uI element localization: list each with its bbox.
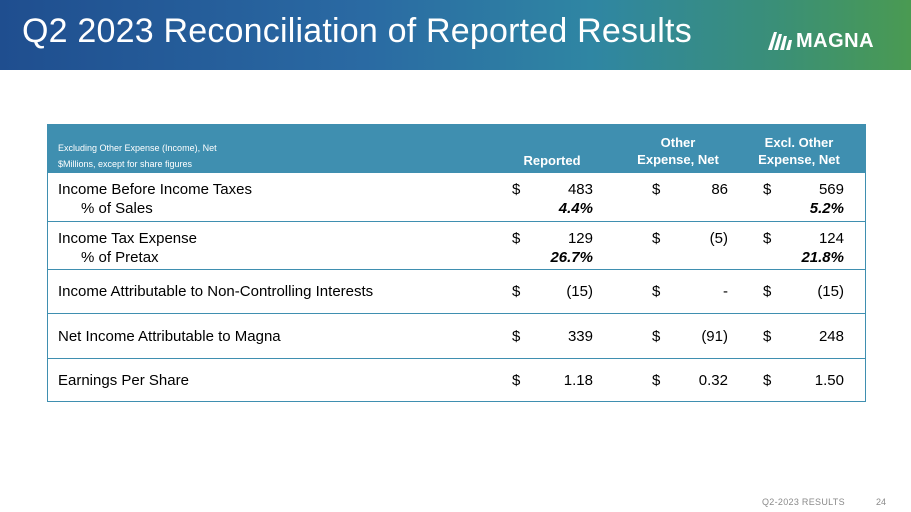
currency-symbol: $	[512, 372, 521, 389]
excl-value: 569	[818, 181, 844, 198]
column-header-line: Expense, Net	[758, 152, 840, 167]
table-caption: Excluding Other Expense (Income), Net	[58, 143, 217, 153]
other-expense-value: (91)	[701, 328, 728, 345]
table-row: Income Tax Expense $ 129 $ (5) $ 124 % o…	[48, 221, 865, 269]
row-label: Net Income Attributable to Magna	[58, 328, 281, 345]
column-header-line: Expense, Net	[637, 152, 719, 167]
currency-symbol: $	[652, 283, 661, 300]
excl-value: 1.50	[814, 372, 844, 389]
column-header-excl-other-expense: Excl. Other Expense, Net	[744, 134, 854, 168]
magna-logo: MAGNA	[768, 30, 874, 52]
excl-value: 248	[818, 328, 844, 345]
currency-symbol: $	[652, 372, 661, 389]
reconciliation-table: Excluding Other Expense (Income), Net $M…	[47, 124, 866, 402]
other-expense-value: (5)	[709, 230, 728, 247]
row-sub-label: % of Sales	[81, 200, 153, 217]
reported-value: 129	[567, 230, 593, 247]
currency-symbol: $	[512, 181, 521, 198]
currency-symbol: $	[512, 230, 521, 247]
excl-percent: 5.2%	[809, 200, 844, 217]
currency-symbol: $	[512, 328, 521, 345]
column-header-other-expense: Other Expense, Net	[623, 134, 733, 168]
row-label: Earnings Per Share	[58, 372, 189, 389]
title-banner: Q2 2023 Reconciliation of Reported Resul…	[0, 0, 911, 70]
currency-symbol: $	[763, 372, 772, 389]
reported-value: 339	[567, 328, 593, 345]
currency-symbol: $	[763, 230, 772, 247]
reported-value: 1.18	[563, 372, 593, 389]
page-number: 24	[876, 497, 887, 507]
currency-symbol: $	[763, 283, 772, 300]
other-expense-value: 0.32	[698, 372, 728, 389]
excl-value: 124	[818, 230, 844, 247]
currency-symbol: $	[763, 328, 772, 345]
table-row: Earnings Per Share $ 1.18 $ 0.32 $ 1.50	[48, 358, 865, 401]
other-expense-value: -	[723, 283, 728, 300]
logo-wordmark: MAGNA	[796, 29, 875, 52]
row-label: Income Tax Expense	[58, 230, 197, 247]
reported-value: 483	[567, 181, 593, 198]
slide-footer: Q2-2023 RESULTS 24	[0, 496, 911, 512]
currency-symbol: $	[652, 328, 661, 345]
excl-percent: 21.8%	[801, 249, 844, 266]
footer-label: Q2-2023 RESULTS	[762, 497, 845, 507]
table-row: Income Attributable to Non-Controlling I…	[48, 269, 865, 313]
table-row: Income Before Income Taxes $ 483 $ 86 $ …	[48, 173, 865, 221]
currency-symbol: $	[763, 181, 772, 198]
currency-symbol: $	[652, 181, 661, 198]
reported-value: (15)	[566, 283, 593, 300]
table-row: Net Income Attributable to Magna $ 339 $…	[48, 313, 865, 358]
magna-logo-icon	[768, 32, 792, 50]
currency-symbol: $	[512, 283, 521, 300]
table-units-note: $Millions, except for share figures	[58, 159, 193, 169]
row-label: Income Before Income Taxes	[58, 181, 252, 198]
row-label: Income Attributable to Non-Controlling I…	[58, 283, 374, 300]
column-header-line: Other	[660, 135, 696, 150]
table-header: Excluding Other Expense (Income), Net $M…	[48, 125, 865, 173]
page-title: Q2 2023 Reconciliation of Reported Resul…	[22, 12, 692, 50]
reported-percent: 26.7%	[550, 249, 593, 266]
row-sub-label: % of Pretax	[81, 249, 159, 266]
column-header-line: Excl. Other	[764, 135, 834, 150]
column-header-reported: Reported	[523, 153, 581, 168]
currency-symbol: $	[652, 230, 661, 247]
other-expense-value: 86	[711, 181, 728, 198]
reported-percent: 4.4%	[558, 200, 593, 217]
excl-value: (15)	[817, 283, 844, 300]
